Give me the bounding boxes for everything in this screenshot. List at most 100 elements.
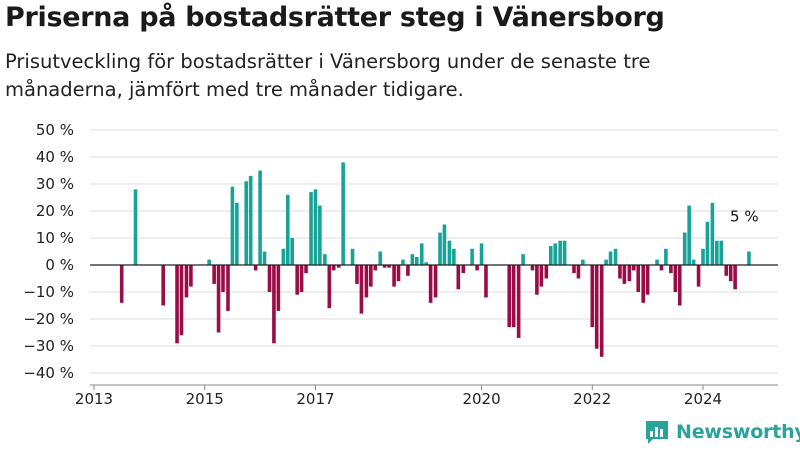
bar — [318, 205, 322, 265]
bar — [133, 189, 138, 265]
bar — [572, 265, 576, 274]
bar — [581, 259, 585, 265]
bar — [207, 259, 211, 265]
bar — [682, 232, 687, 265]
bars — [119, 162, 751, 357]
bar — [341, 162, 345, 265]
bar — [452, 248, 456, 265]
bar — [175, 265, 179, 344]
bar — [272, 265, 276, 344]
bar — [747, 251, 751, 265]
bar — [470, 248, 474, 265]
bar — [475, 265, 479, 271]
bar — [438, 232, 442, 265]
bar — [212, 265, 216, 284]
bar — [267, 265, 272, 292]
bar — [659, 265, 664, 271]
bar — [677, 265, 682, 306]
x-tick-label: 2013 — [75, 390, 113, 408]
y-tick-label: 40 % — [36, 148, 74, 166]
bar — [221, 265, 225, 292]
bar — [535, 265, 539, 295]
bar — [705, 221, 710, 265]
x-tick-label: 2015 — [186, 390, 224, 408]
y-tick-label: 0 % — [45, 256, 74, 274]
bar — [669, 265, 673, 274]
bar — [645, 265, 650, 295]
chart-subtitle: Prisutveckling för bostadsrätter i Väner… — [5, 50, 651, 101]
bar — [350, 248, 355, 265]
y-tick-label: −40 % — [23, 364, 74, 382]
bar — [479, 243, 484, 265]
bar — [258, 170, 262, 265]
bar — [622, 265, 627, 284]
annotation-label: 5 % — [730, 208, 759, 226]
bar — [323, 254, 327, 265]
bar — [724, 265, 729, 276]
bar — [119, 265, 124, 303]
bar — [507, 265, 512, 328]
bar — [364, 265, 369, 298]
bar — [406, 265, 410, 276]
bar — [244, 181, 249, 265]
bar — [701, 248, 705, 265]
bar — [618, 265, 622, 279]
grid-lines — [90, 129, 778, 374]
y-tick-label: 30 % — [36, 175, 74, 193]
bar — [414, 256, 419, 265]
bar — [410, 254, 415, 265]
bar — [733, 265, 737, 290]
bar — [484, 265, 488, 298]
bar — [428, 265, 433, 303]
x-tick-label: 2020 — [462, 390, 500, 408]
bar — [179, 265, 184, 336]
bar — [562, 240, 567, 265]
y-tick-label: −20 % — [23, 310, 74, 328]
bar — [253, 265, 258, 271]
bar — [558, 240, 562, 265]
bar — [687, 205, 691, 265]
bar — [304, 265, 308, 274]
bar — [369, 265, 373, 287]
bar — [336, 265, 341, 268]
bar — [691, 259, 696, 265]
x-tick-label: 2017 — [296, 390, 334, 408]
bar — [248, 175, 253, 265]
bar — [373, 265, 378, 271]
bar — [655, 259, 659, 265]
bar — [516, 265, 521, 338]
bar — [710, 202, 715, 265]
bar — [599, 265, 604, 357]
bar — [235, 202, 239, 265]
bar — [553, 243, 557, 265]
bar — [189, 265, 193, 287]
x-tick-label: 2024 — [684, 390, 722, 408]
bar — [295, 265, 299, 295]
x-tick-label: 2022 — [573, 390, 611, 408]
bar — [664, 248, 668, 265]
bar — [359, 265, 364, 314]
brand-logo: Newsworthy — [644, 418, 800, 446]
bar — [387, 265, 391, 268]
bar — [594, 265, 599, 349]
bar — [608, 251, 613, 265]
bar — [313, 189, 318, 265]
labels: 50 % 40 % 30 % 20 % 10 % 0 % −10 % −20 % −30 % −4… — [23, 121, 758, 408]
bar — [401, 259, 405, 265]
bar — [424, 262, 428, 265]
bar — [447, 240, 452, 265]
bar — [433, 265, 438, 298]
bar — [576, 265, 581, 279]
bar — [590, 265, 595, 328]
bar — [442, 224, 447, 265]
bar — [728, 265, 733, 282]
bar — [419, 243, 424, 265]
bar — [378, 251, 383, 265]
bar — [715, 240, 719, 265]
y-tick-label: 10 % — [36, 229, 74, 247]
bar — [641, 265, 646, 303]
bar — [299, 265, 304, 292]
y-tick-label: −30 % — [23, 337, 74, 355]
chart-title: Priserna på bostadsrätter steg i Vänersb… — [5, 2, 665, 33]
bar — [613, 248, 618, 265]
